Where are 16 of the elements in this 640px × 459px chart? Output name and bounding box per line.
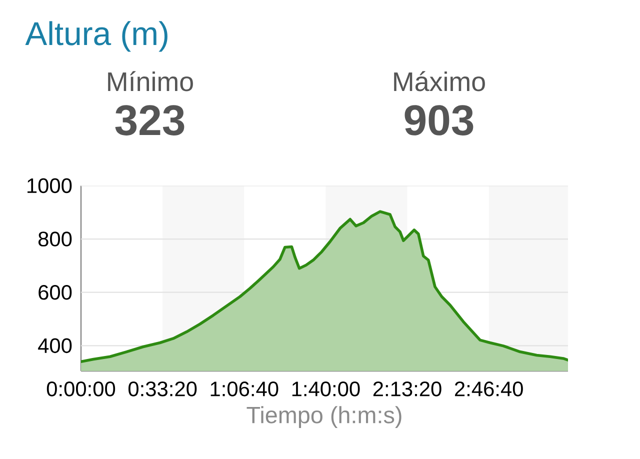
x-axis-title: Tiempo (h:m:s) (246, 406, 402, 428)
chart-title: Altura (m) (25, 21, 168, 52)
x-tick-label: 0:33:20 (128, 382, 197, 396)
y-tick-label: 1000 (28, 178, 72, 194)
x-tick-label: 0:00:00 (46, 382, 116, 396)
text: Máximo (394, 71, 485, 92)
x-tick-label: 2:13:20 (373, 382, 442, 396)
y-tick-label: 600 (38, 284, 72, 300)
x-tick-label: 2:46:40 (454, 382, 523, 396)
text: 903 (404, 105, 474, 136)
x-tick-label: 1:06:40 (210, 382, 278, 396)
text: Mínimo (108, 71, 193, 92)
x-tick-label: 1:40:00 (292, 382, 360, 396)
y-tick-label: 800 (38, 232, 72, 246)
text: 323 (115, 105, 184, 136)
y-tick-label: 400 (38, 338, 72, 354)
